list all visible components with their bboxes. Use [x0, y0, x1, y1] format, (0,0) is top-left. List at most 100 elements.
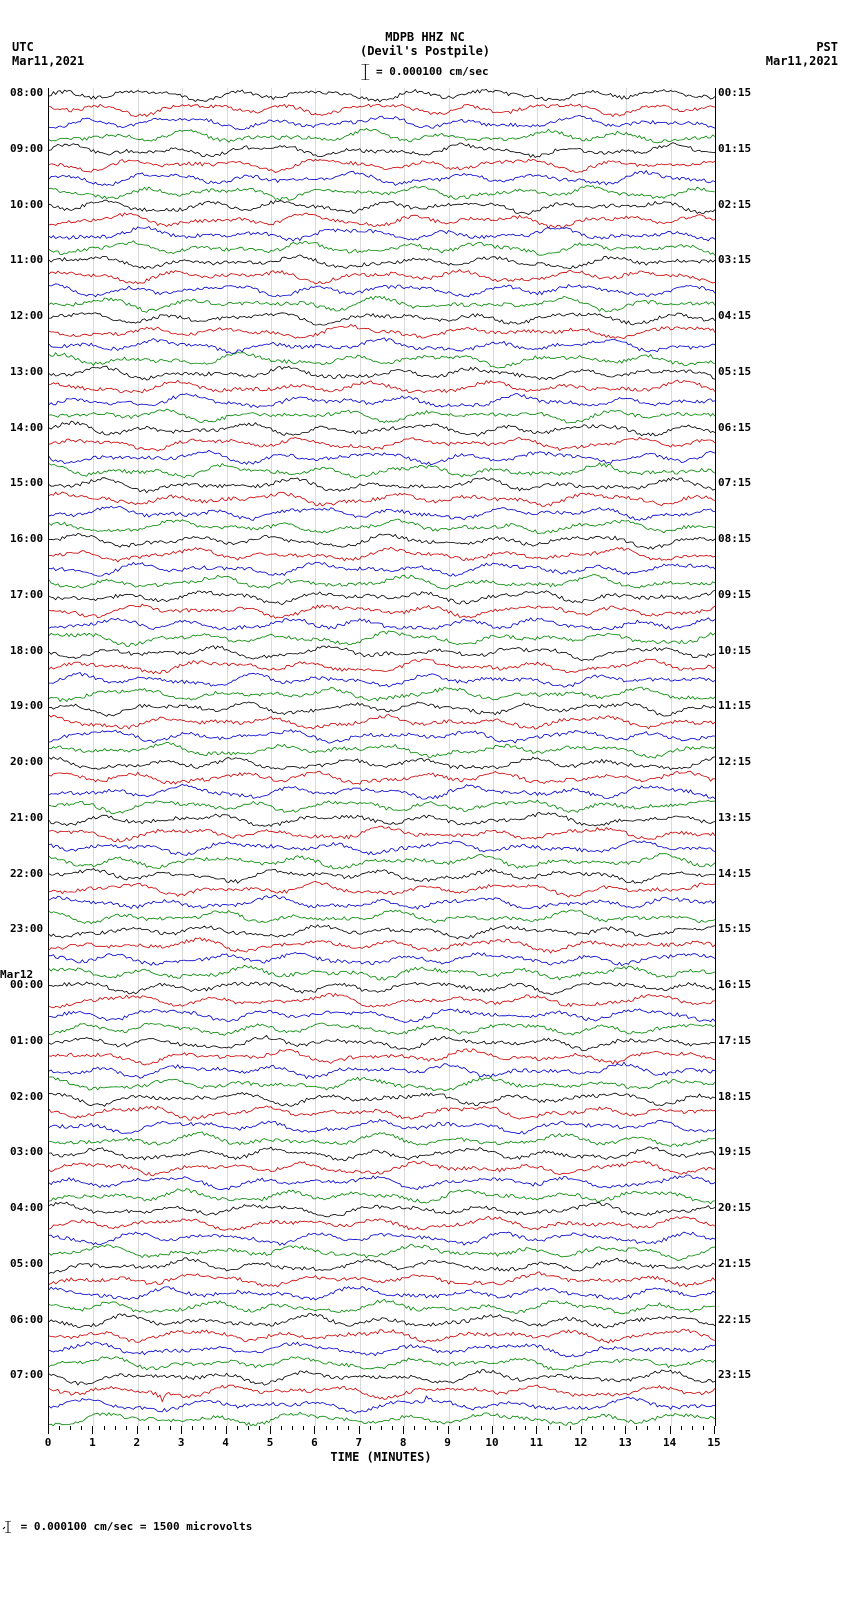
- pst-time-label: 13:15: [718, 811, 751, 824]
- trace-line: [49, 1370, 715, 1386]
- trace-line: [49, 659, 715, 674]
- trace-line: [49, 324, 715, 338]
- utc-time-label: 04:00: [10, 1201, 43, 1214]
- trace-line: [49, 925, 715, 939]
- trace-line: [49, 757, 715, 770]
- gridline: [449, 88, 450, 1426]
- x-tick-minor: [647, 1426, 648, 1430]
- trace-line: [49, 982, 715, 995]
- trace-line: [49, 965, 715, 980]
- trace-line: [49, 1396, 715, 1413]
- x-tick-label: 3: [178, 1436, 185, 1449]
- x-tick-major: [314, 1426, 315, 1434]
- pst-time-label: 02:15: [718, 198, 751, 211]
- utc-time-label: 14:00: [10, 421, 43, 434]
- header-right: PST Mar11,2021: [766, 40, 838, 68]
- trace-line: [49, 143, 715, 158]
- x-tick-major: [137, 1426, 138, 1434]
- pst-time-label: 00:15: [718, 86, 751, 99]
- trace-line: [49, 338, 715, 353]
- utc-time-label: 11:00: [10, 253, 43, 266]
- trace-line: [49, 1412, 715, 1426]
- gridline: [626, 88, 627, 1426]
- gridline: [360, 88, 361, 1426]
- trace-line: [49, 1244, 715, 1260]
- trace-line: [49, 519, 715, 533]
- trace-line: [49, 1385, 715, 1401]
- x-tick-minor: [525, 1426, 526, 1430]
- header-center: MDPB HHZ NC (Devil's Postpile): [360, 30, 490, 58]
- trace-line: [49, 1093, 715, 1107]
- trace-line: [49, 1202, 715, 1217]
- x-tick-minor: [148, 1426, 149, 1430]
- x-axis-title: TIME (MINUTES): [330, 1450, 431, 1464]
- utc-time-label: 00:00: [10, 978, 43, 991]
- trace-line: [49, 492, 715, 507]
- trace-line: [49, 129, 715, 143]
- scale-bar-icon: [2, 1521, 14, 1533]
- x-axis: TIME (MINUTES) 0123456789101112131415: [48, 1426, 714, 1476]
- x-tick-label: 10: [485, 1436, 498, 1449]
- x-tick-minor: [115, 1426, 116, 1430]
- x-tick-minor: [215, 1426, 216, 1430]
- gridline: [271, 88, 272, 1426]
- utc-time-label: 20:00: [10, 755, 43, 768]
- trace-line: [49, 881, 715, 897]
- utc-label: UTC: [12, 40, 84, 54]
- trace-line: [49, 1036, 715, 1051]
- utc-time-label: 06:00: [10, 1313, 43, 1326]
- x-tick-minor: [59, 1426, 60, 1430]
- utc-time-label: 03:00: [10, 1145, 43, 1158]
- x-tick-major: [492, 1426, 493, 1434]
- trace-line: [49, 450, 715, 465]
- trace-line: [49, 730, 715, 744]
- x-tick-minor: [326, 1426, 327, 1430]
- utc-time-label: 12:00: [10, 309, 43, 322]
- scale-bar-icon: [361, 64, 369, 80]
- utc-time-label: 07:00: [10, 1368, 43, 1381]
- utc-time-label: 18:00: [10, 644, 43, 657]
- x-tick-minor: [170, 1426, 171, 1430]
- gridline: [404, 88, 405, 1426]
- station-name: (Devil's Postpile): [360, 44, 490, 58]
- trace-line: [49, 1217, 715, 1231]
- pst-time-label: 07:15: [718, 476, 751, 489]
- pst-time-label: 23:15: [718, 1368, 751, 1381]
- x-tick-minor: [659, 1426, 660, 1430]
- trace-line: [49, 284, 715, 297]
- utc-time-label: 23:00: [10, 922, 43, 935]
- pst-time-label: 22:15: [718, 1313, 751, 1326]
- x-tick-label: 6: [311, 1436, 318, 1449]
- x-tick-minor: [303, 1426, 304, 1430]
- trace-line: [49, 1314, 715, 1328]
- trace-line: [49, 813, 715, 827]
- x-tick-major: [403, 1426, 404, 1434]
- gridline: [182, 88, 183, 1426]
- x-tick-major: [359, 1426, 360, 1434]
- x-tick-label: 12: [574, 1436, 587, 1449]
- trace-line: [49, 1132, 715, 1147]
- x-tick-minor: [414, 1426, 415, 1430]
- x-tick-label: 5: [267, 1436, 274, 1449]
- trace-line: [49, 784, 715, 799]
- utc-time-label: 17:00: [10, 588, 43, 601]
- x-tick-minor: [703, 1426, 704, 1430]
- scale-text: = 0.000100 cm/sec: [376, 65, 489, 78]
- x-tick-label: 7: [355, 1436, 362, 1449]
- trace-line: [49, 687, 715, 702]
- x-tick-minor: [470, 1426, 471, 1430]
- utc-time-label: 05:00: [10, 1257, 43, 1270]
- trace-line: [49, 952, 715, 965]
- x-tick-minor: [381, 1426, 382, 1430]
- trace-line: [49, 604, 715, 618]
- x-tick-minor: [348, 1426, 349, 1430]
- pst-time-label: 06:15: [718, 421, 751, 434]
- x-tick-minor: [681, 1426, 682, 1430]
- pst-time-label: 20:15: [718, 1201, 751, 1214]
- trace-line: [49, 227, 715, 242]
- pst-time-label: 19:15: [718, 1145, 751, 1158]
- x-tick-minor: [692, 1426, 693, 1430]
- station-code: MDPB HHZ NC: [360, 30, 490, 44]
- pst-time-label: 15:15: [718, 922, 751, 935]
- x-tick-minor: [281, 1426, 282, 1430]
